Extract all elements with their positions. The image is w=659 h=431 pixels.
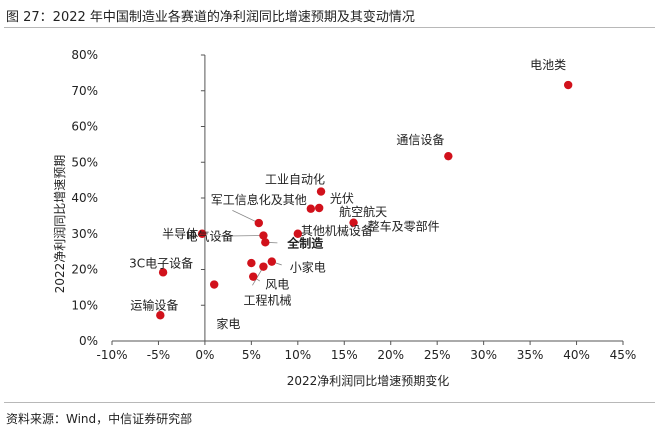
leader-line [220,235,264,237]
point-label: 电池类 [530,58,566,72]
scatter-chart: -10% -5% 0% 5% 10% 15% 20% 25% 30% 35% 40% 45% 0% 10%… [53,48,636,388]
x-tick-label: 0% [195,348,214,362]
scatter-point [197,229,207,238]
figure-title: 图 27：2022 年中国制造业各赛道的净利润同比增速预期及其变动情况 [6,10,415,25]
scatter-point [293,229,303,238]
point-label: 工业自动化 [265,173,325,187]
point-label: 工程机械 [243,293,291,308]
scatter-point [306,204,316,213]
x-tick-label: 35% [517,348,544,362]
x-tick-label: 10% [284,348,311,362]
scatter-point [314,203,324,213]
scatter-point [210,280,219,289]
scatter-point [444,151,453,161]
point-label: 半导体 [162,227,198,241]
scatter-point [259,262,268,271]
leader-line [232,210,259,224]
scatter-point [316,187,326,196]
scatter-point [158,268,168,277]
point-label: 家电 [216,316,240,331]
point-label: 风电 [265,278,289,292]
point-label: 运输设备 [130,297,178,312]
point-label: 整车及零部件 [368,219,440,234]
x-tick-label: 20% [377,348,404,362]
scatter-point [156,311,165,320]
x-axis-title: 2022净利润同比增速预期变化 [287,373,450,388]
point-label: 全制造 [286,235,324,250]
y-tick-label: 60% [71,120,98,134]
y-tick-label: 10% [71,298,98,312]
scatter-point [249,272,258,281]
scatter-point [254,218,263,228]
x-tick-label: 15% [331,348,358,362]
scatter-point [349,218,358,227]
point-label: 其他机械设备 [301,223,373,238]
point-label: 光伏 [330,192,354,206]
x-tick-label: 25% [424,348,451,362]
x-tick-label: 40% [563,348,590,362]
y-tick-label: 50% [71,155,98,169]
x-tick-label: -5% [147,348,170,362]
point-label: 通信设备 [396,133,444,147]
scatter-point [563,80,573,90]
y-tick-label: 20% [71,263,98,277]
y-axis-title: 2022净利润同比增速预期 [53,155,67,294]
y-tick-label: 80% [71,48,98,62]
source-divider [4,402,655,403]
x-tick-label: -10% [96,348,127,362]
scatter-point [247,258,256,268]
scatter-point [267,257,277,266]
y-tick-label: 30% [71,227,98,241]
scatter-point [259,231,268,240]
chart-axes: -10% -5% 0% 5% 10% 15% 20% 25% 30% 35% 40% 45% 0% 10%… [71,48,636,362]
y-tick-label: 70% [71,84,98,98]
x-tick-label: 30% [470,348,497,362]
point-label: 3C电子设备 [129,256,193,270]
scatter-point [261,238,270,247]
y-tick-label: 40% [71,191,98,205]
x-tick-label: 45% [610,348,637,362]
point-label: 电气设备 [185,229,233,244]
y-tick-label: 0% [79,334,98,348]
title-divider [4,27,655,28]
point-label: 军工信息化及其他 [211,192,307,207]
x-tick-label: 5% [242,348,261,362]
source-note: 资料来源：Wind，中信证券研究部 [6,412,193,426]
point-label: 小家电 [290,260,326,275]
chart-points [156,80,573,320]
point-label: 航空航天 [339,204,387,219]
